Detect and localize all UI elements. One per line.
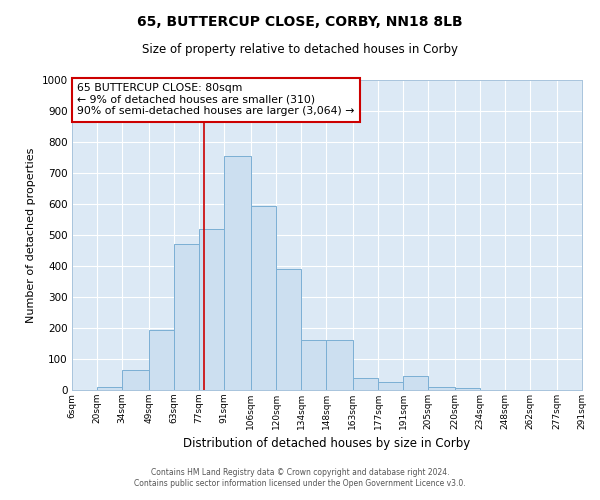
Bar xyxy=(455,388,480,390)
Bar xyxy=(224,156,251,390)
Text: Contains HM Land Registry data © Crown copyright and database right 2024.
Contai: Contains HM Land Registry data © Crown c… xyxy=(134,468,466,487)
Bar xyxy=(276,269,301,390)
Text: 65, BUTTERCUP CLOSE, CORBY, NN18 8LB: 65, BUTTERCUP CLOSE, CORBY, NN18 8LB xyxy=(137,15,463,29)
Text: 65 BUTTERCUP CLOSE: 80sqm
← 9% of detached houses are smaller (310)
90% of semi-: 65 BUTTERCUP CLOSE: 80sqm ← 9% of detach… xyxy=(77,83,355,116)
Bar xyxy=(301,340,326,390)
Bar xyxy=(353,378,378,390)
Bar xyxy=(149,330,174,390)
Bar xyxy=(199,229,224,390)
Bar xyxy=(326,340,353,390)
Bar xyxy=(122,370,149,390)
Bar xyxy=(428,387,455,390)
Text: Size of property relative to detached houses in Corby: Size of property relative to detached ho… xyxy=(142,42,458,56)
Y-axis label: Number of detached properties: Number of detached properties xyxy=(26,148,36,322)
Bar xyxy=(251,206,276,390)
Bar xyxy=(174,244,199,390)
Bar xyxy=(403,376,428,390)
Bar xyxy=(378,382,403,390)
Bar xyxy=(97,387,122,390)
X-axis label: Distribution of detached houses by size in Corby: Distribution of detached houses by size … xyxy=(184,438,470,450)
